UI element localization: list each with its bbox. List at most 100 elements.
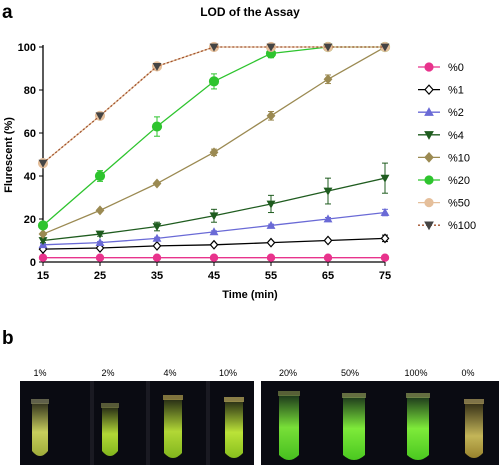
data-point bbox=[95, 230, 105, 239]
series-layer bbox=[37, 41, 391, 262]
data-point bbox=[323, 187, 333, 196]
data-point bbox=[95, 205, 105, 216]
series-line bbox=[42, 46, 385, 164]
legend-marker bbox=[424, 62, 434, 72]
tube-label: 2% bbox=[101, 368, 115, 378]
x-axis-label: Time (min) bbox=[222, 289, 278, 301]
series-1 bbox=[38, 233, 390, 255]
x-tick-label: 45 bbox=[208, 270, 220, 282]
series-3 bbox=[38, 162, 390, 246]
x-tick-label: 35 bbox=[151, 270, 163, 282]
x-tick-label: 15 bbox=[37, 270, 49, 282]
data-point bbox=[209, 43, 219, 52]
data-point bbox=[323, 235, 333, 246]
tube-100-percent bbox=[407, 397, 429, 460]
legend-label: %4 bbox=[448, 130, 464, 142]
data-point bbox=[209, 212, 219, 221]
data-point bbox=[95, 112, 105, 121]
series-0 bbox=[38, 253, 390, 262]
data-point bbox=[380, 233, 390, 244]
tube-label: 1% bbox=[33, 368, 47, 378]
tube-photo-left bbox=[20, 381, 254, 465]
y-tick-label: 80 bbox=[24, 85, 36, 97]
legend-marker bbox=[424, 84, 434, 96]
series-2 bbox=[38, 207, 390, 249]
panel-a-letter: a bbox=[2, 2, 13, 23]
data-point bbox=[209, 253, 219, 262]
data-point bbox=[380, 253, 390, 262]
data-point bbox=[152, 178, 162, 189]
tube-1-percent bbox=[32, 403, 48, 456]
tube-0-percent bbox=[465, 403, 483, 458]
tube-label: 100% bbox=[404, 368, 428, 378]
data-point bbox=[209, 239, 219, 250]
data-point bbox=[95, 253, 105, 262]
data-point bbox=[94, 170, 106, 182]
tube-50-percent bbox=[343, 397, 365, 460]
tube-label: 50% bbox=[340, 368, 359, 378]
tube-label: 0% bbox=[461, 368, 475, 378]
y-tick-label: 20 bbox=[24, 214, 36, 226]
chart-title: LOD of the Assay bbox=[200, 5, 300, 19]
data-point bbox=[266, 253, 276, 262]
data-point bbox=[209, 227, 219, 236]
legend-marker bbox=[424, 198, 434, 208]
data-point bbox=[323, 43, 333, 52]
x-tick-label: 65 bbox=[322, 270, 334, 282]
y-tick-label: 100 bbox=[18, 42, 36, 54]
data-point bbox=[266, 43, 276, 52]
tube-4-percent bbox=[164, 399, 182, 458]
data-point bbox=[208, 76, 220, 87]
series-4 bbox=[38, 41, 390, 240]
axes: 0 20 40 60 80 100 15 25 35 45 55 65 75 bbox=[18, 42, 391, 282]
legend-label: %0 bbox=[448, 62, 464, 74]
data-point bbox=[152, 233, 162, 242]
y-tick-label: 60 bbox=[24, 128, 36, 140]
data-point bbox=[152, 253, 162, 262]
data-point bbox=[38, 229, 48, 240]
data-point bbox=[209, 147, 219, 158]
legend-label: %50 bbox=[448, 198, 470, 210]
legend-marker bbox=[424, 107, 434, 116]
legend-label: %10 bbox=[448, 152, 470, 164]
data-point bbox=[266, 110, 276, 121]
tube-20-percent bbox=[279, 395, 299, 460]
data-point bbox=[152, 240, 162, 251]
series-5 bbox=[37, 41, 391, 231]
tube-label: 20% bbox=[278, 368, 297, 378]
tube-10-percent bbox=[225, 401, 243, 458]
tube-label: 4% bbox=[163, 368, 177, 378]
x-tick-label: 55 bbox=[265, 270, 277, 282]
legend-label: %100 bbox=[448, 220, 476, 232]
legend: %0 %1 %2 %4 %10 %20 %50 %100 bbox=[418, 62, 476, 232]
tube-photo-right bbox=[261, 381, 499, 465]
tube-label: 10% bbox=[218, 368, 237, 378]
legend-marker bbox=[424, 131, 434, 140]
series-line bbox=[42, 46, 385, 164]
data-point bbox=[38, 159, 48, 168]
panel-b-letter: b bbox=[2, 328, 14, 349]
data-point bbox=[323, 214, 333, 223]
data-point bbox=[266, 220, 276, 229]
x-tick-label: 75 bbox=[379, 270, 391, 282]
legend-label: %20 bbox=[448, 175, 470, 187]
series-7 bbox=[38, 43, 390, 168]
data-point bbox=[151, 121, 163, 132]
data-point bbox=[95, 238, 105, 247]
data-point bbox=[323, 253, 333, 262]
y-tick-label: 0 bbox=[30, 257, 36, 269]
y-axis-label: Flurescent (%) bbox=[3, 117, 15, 193]
data-point bbox=[380, 43, 390, 52]
x-tick-label: 25 bbox=[94, 270, 106, 282]
data-point bbox=[152, 223, 162, 232]
data-point bbox=[380, 207, 390, 216]
legend-marker bbox=[424, 175, 434, 185]
data-point bbox=[266, 200, 276, 209]
data-point bbox=[323, 74, 333, 85]
tube-2-percent bbox=[102, 407, 118, 456]
legend-label: %2 bbox=[448, 107, 464, 119]
y-tick-label: 40 bbox=[24, 171, 36, 183]
data-point bbox=[380, 174, 390, 183]
data-point bbox=[266, 237, 276, 248]
legend-marker bbox=[424, 151, 434, 163]
